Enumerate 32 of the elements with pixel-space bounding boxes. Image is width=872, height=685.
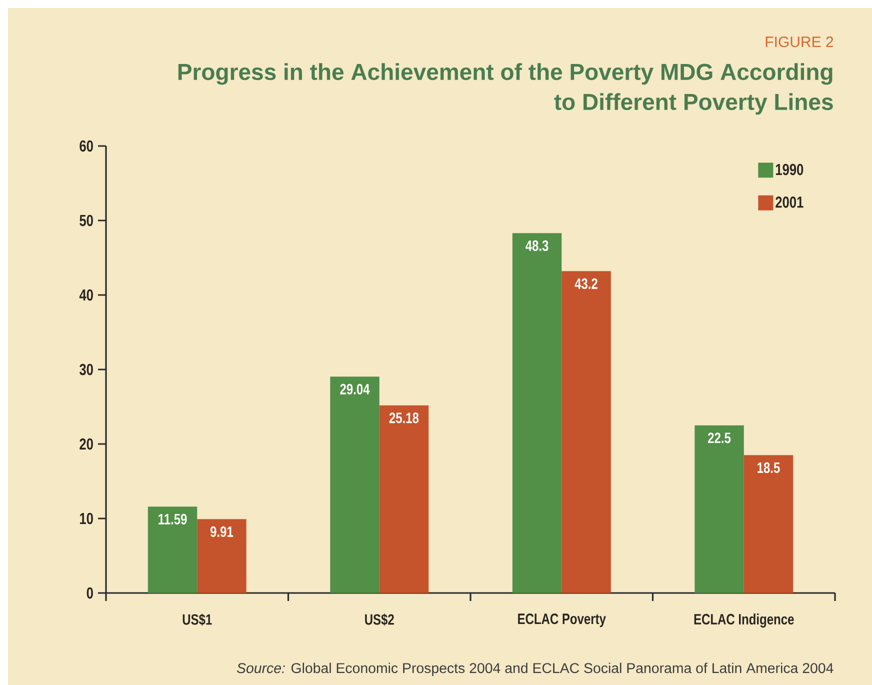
data-label: 18.5 [758, 462, 780, 473]
bar [148, 506, 198, 593]
bar [562, 271, 611, 593]
data-label: 48.3 [526, 240, 548, 252]
x-tick-label: ECLAC Poverty [518, 614, 606, 628]
y-tick-label: 40 [79, 289, 93, 301]
chart-title: Progress in the Achievement of the Poverty MDG According to Different Poverty Lines [178, 63, 833, 115]
y-tick-label: 50 [80, 214, 93, 226]
bar [197, 519, 246, 593]
y-tick-label: 0 [86, 587, 93, 599]
data-label: 11.59 [158, 514, 187, 524]
bar [512, 233, 562, 593]
y-tick-label: 60 [80, 140, 93, 152]
y-tick-label: 30 [80, 364, 93, 376]
data-label: 25.18 [389, 412, 419, 424]
data-label: 29.04 [340, 384, 370, 394]
x-tick-label: ECLAC Indigence [694, 614, 794, 628]
x-tick-label: US$1 [182, 614, 212, 626]
text: Source: Global Economic Prospects 2004 and ECLAC Social Panorama of Latin America 2004 [236, 662, 834, 676]
bar [744, 455, 794, 593]
legend-label: 1990 [776, 164, 804, 176]
caption: FIGURE 2 [766, 36, 834, 48]
y-tick-label: 10 [80, 512, 93, 524]
legend-label: 2001 [776, 196, 804, 208]
bar [379, 405, 429, 593]
data-label: 43.2 [574, 278, 598, 290]
data-label: 22.5 [708, 432, 731, 444]
bar [330, 376, 380, 593]
x-tick-label: US$2 [365, 614, 394, 626]
y-tick-label: 20 [80, 438, 93, 450]
bar [694, 425, 744, 593]
data-label: 9.91 [210, 526, 234, 537]
